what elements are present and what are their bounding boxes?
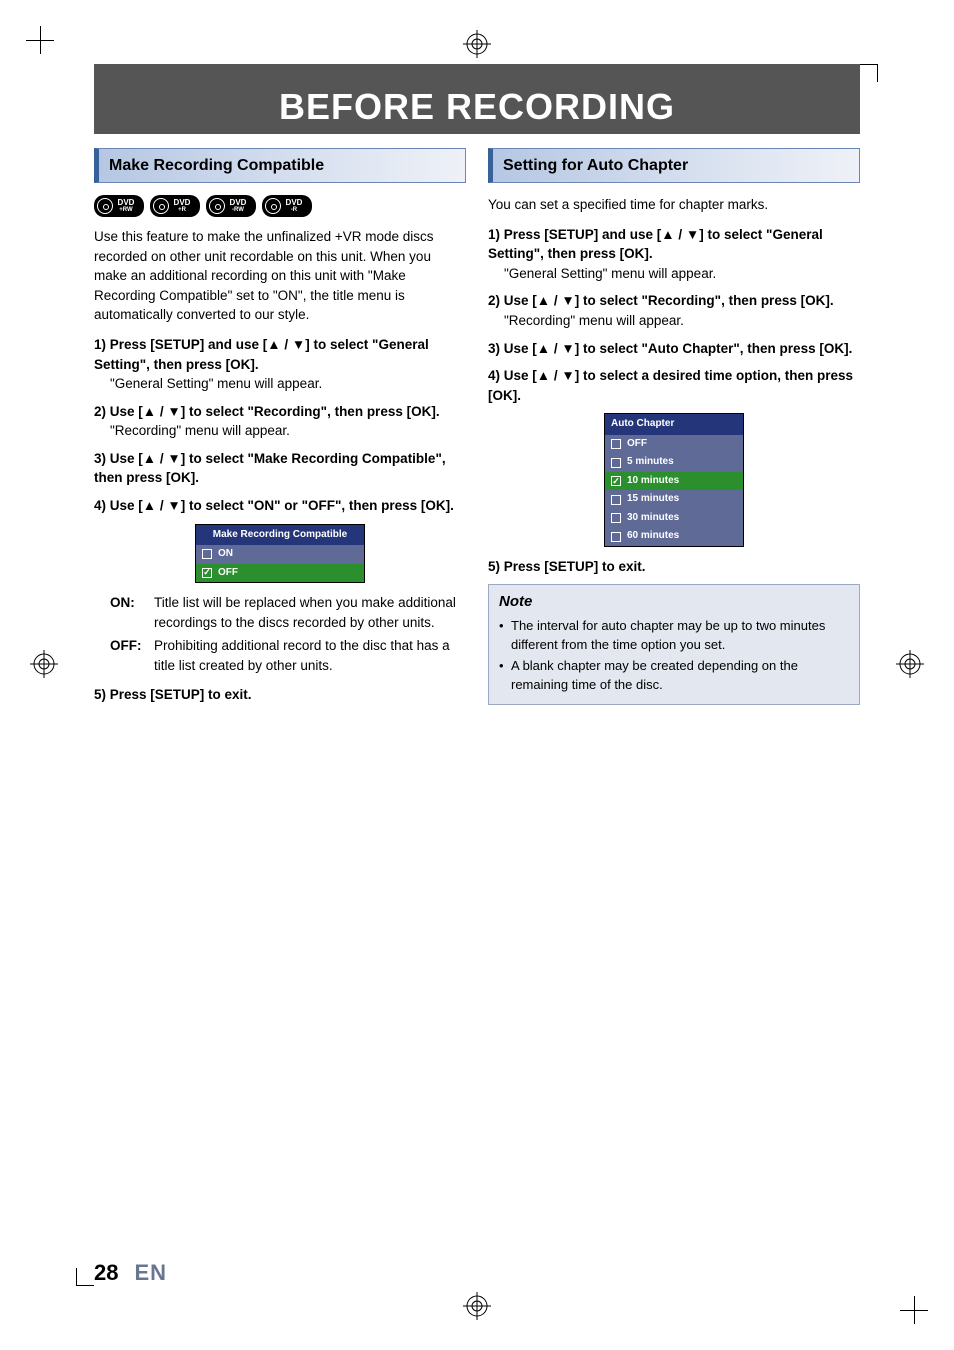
step-2: 2) Use [▲ / ▼] to select "Recording", th… [488, 291, 860, 330]
section-heading-left: Make Recording Compatible [94, 148, 466, 183]
note-item: A blank chapter may be created depending… [499, 657, 849, 695]
step-3: 3) Use [▲ / ▼] to select "Auto Chapter",… [488, 339, 860, 359]
note-box: Note The interval for auto chapter may b… [488, 584, 860, 705]
on-label: ON: [110, 593, 154, 632]
step-title: 3) Use [▲ / ▼] to select "Auto Chapter",… [488, 339, 860, 359]
language-code: EN [134, 1260, 167, 1286]
osd-menu-auto-chapter: Auto Chapter OFF 5 minutes 10 minutes 15 mi… [604, 413, 744, 547]
note-list: The interval for auto chapter may be up … [499, 617, 849, 694]
osd-menu-row: 30 minutes [605, 509, 743, 528]
osd-menu-label: OFF [627, 437, 647, 452]
osd-menu-label: 60 minutes [627, 529, 679, 544]
osd-menu-row: ON [196, 545, 364, 564]
osd-menu-row: 60 minutes [605, 527, 743, 546]
step-2: 2) Use [▲ / ▼] to select "Recording", th… [94, 402, 466, 441]
step-desc: "Recording" menu will appear. [504, 311, 860, 331]
step-title: 1) Press [SETUP] and use [▲ / ▼] to sele… [488, 225, 860, 264]
checkbox-icon [611, 513, 621, 523]
section-heading-right: Setting for Auto Chapter [488, 148, 860, 183]
dvd-plus-r-icon: DVD+R [150, 195, 200, 217]
step-desc: "Recording" menu will appear. [110, 421, 466, 441]
step-title: 5) Press [SETUP] to exit. [94, 685, 466, 705]
step-5: 5) Press [SETUP] to exit. [488, 557, 860, 577]
crop-mark-icon [26, 26, 54, 54]
on-off-definitions: ON: Title list will be replaced when you… [110, 593, 466, 675]
page-title-banner: BEFORE RECORDING [94, 64, 860, 134]
checkbox-icon [611, 439, 621, 449]
step-4: 4) Use [▲ / ▼] to select a desired time … [488, 366, 860, 405]
registration-mark-icon [463, 1292, 491, 1320]
osd-menu-label: OFF [218, 566, 238, 581]
osd-menu-label: ON [218, 547, 233, 562]
two-column-layout: Make Recording Compatible DVD+RW DVD+R D… [94, 148, 860, 713]
osd-menu-row: 15 minutes [605, 490, 743, 509]
checkbox-icon [202, 549, 212, 559]
osd-menu-row: 10 minutes [605, 472, 743, 491]
step-desc: "General Setting" menu will appear. [110, 374, 466, 394]
osd-menu-title: Auto Chapter [605, 414, 743, 435]
registration-mark-icon [896, 650, 924, 678]
osd-menu-label: 5 minutes [627, 455, 674, 470]
checkbox-icon [202, 568, 212, 578]
step-1: 1) Press [SETUP] and use [▲ / ▼] to sele… [488, 225, 860, 284]
step-desc: "General Setting" menu will appear. [504, 264, 860, 284]
step-4: 4) Use [▲ / ▼] to select "ON" or "OFF", … [94, 496, 466, 516]
osd-menu-label: 10 minutes [627, 474, 679, 489]
registration-mark-icon [463, 30, 491, 58]
step-title: 4) Use [▲ / ▼] to select a desired time … [488, 366, 860, 405]
step-5: 5) Press [SETUP] to exit. [94, 685, 466, 705]
osd-menu-make-compatible: Make Recording Compatible ON OFF [195, 524, 365, 584]
crop-corner-icon [76, 1268, 94, 1286]
right-column: Setting for Auto Chapter You can set a s… [488, 148, 860, 713]
osd-menu-label: 15 minutes [627, 492, 679, 507]
checkbox-icon [611, 476, 621, 486]
step-title: 1) Press [SETUP] and use [▲ / ▼] to sele… [94, 335, 466, 374]
dvd-minus-r-icon: DVD-R [262, 195, 312, 217]
checkbox-icon [611, 532, 621, 542]
step-3: 3) Use [▲ / ▼] to select "Make Recording… [94, 449, 466, 488]
off-text: Prohibiting additional record to the dis… [154, 636, 466, 675]
off-label: OFF: [110, 636, 154, 675]
osd-menu-row: 5 minutes [605, 453, 743, 472]
osd-menu-row: OFF [605, 435, 743, 454]
step-title: 2) Use [▲ / ▼] to select "Recording", th… [488, 291, 860, 311]
page-footer: 28 EN [94, 1260, 167, 1286]
page-number: 28 [94, 1260, 118, 1286]
disc-badge-row: DVD+RW DVD+R DVD-RW DVD-R [94, 195, 466, 217]
checkbox-icon [611, 495, 621, 505]
step-title: 2) Use [▲ / ▼] to select "Recording", th… [94, 402, 466, 422]
left-column: Make Recording Compatible DVD+RW DVD+R D… [94, 148, 466, 713]
step-title: 4) Use [▲ / ▼] to select "ON" or "OFF", … [94, 496, 466, 516]
registration-mark-icon [30, 650, 58, 678]
osd-menu-row: OFF [196, 564, 364, 583]
step-1: 1) Press [SETUP] and use [▲ / ▼] to sele… [94, 335, 466, 394]
checkbox-icon [611, 458, 621, 468]
note-title: Note [499, 591, 849, 613]
on-text: Title list will be replaced when you mak… [154, 593, 466, 632]
crop-corner-icon [860, 64, 878, 82]
crop-mark-icon [900, 1296, 928, 1324]
osd-menu-title: Make Recording Compatible [196, 525, 364, 546]
page-content: BEFORE RECORDING Make Recording Compatib… [94, 64, 860, 1286]
step-title: 5) Press [SETUP] to exit. [488, 557, 860, 577]
osd-menu-label: 30 minutes [627, 511, 679, 526]
intro-text: You can set a specified time for chapter… [488, 195, 860, 215]
intro-text: Use this feature to make the unfinalized… [94, 227, 466, 325]
note-item: The interval for auto chapter may be up … [499, 617, 849, 655]
dvd-plus-rw-icon: DVD+RW [94, 195, 144, 217]
dvd-minus-rw-icon: DVD-RW [206, 195, 256, 217]
step-title: 3) Use [▲ / ▼] to select "Make Recording… [94, 449, 466, 488]
